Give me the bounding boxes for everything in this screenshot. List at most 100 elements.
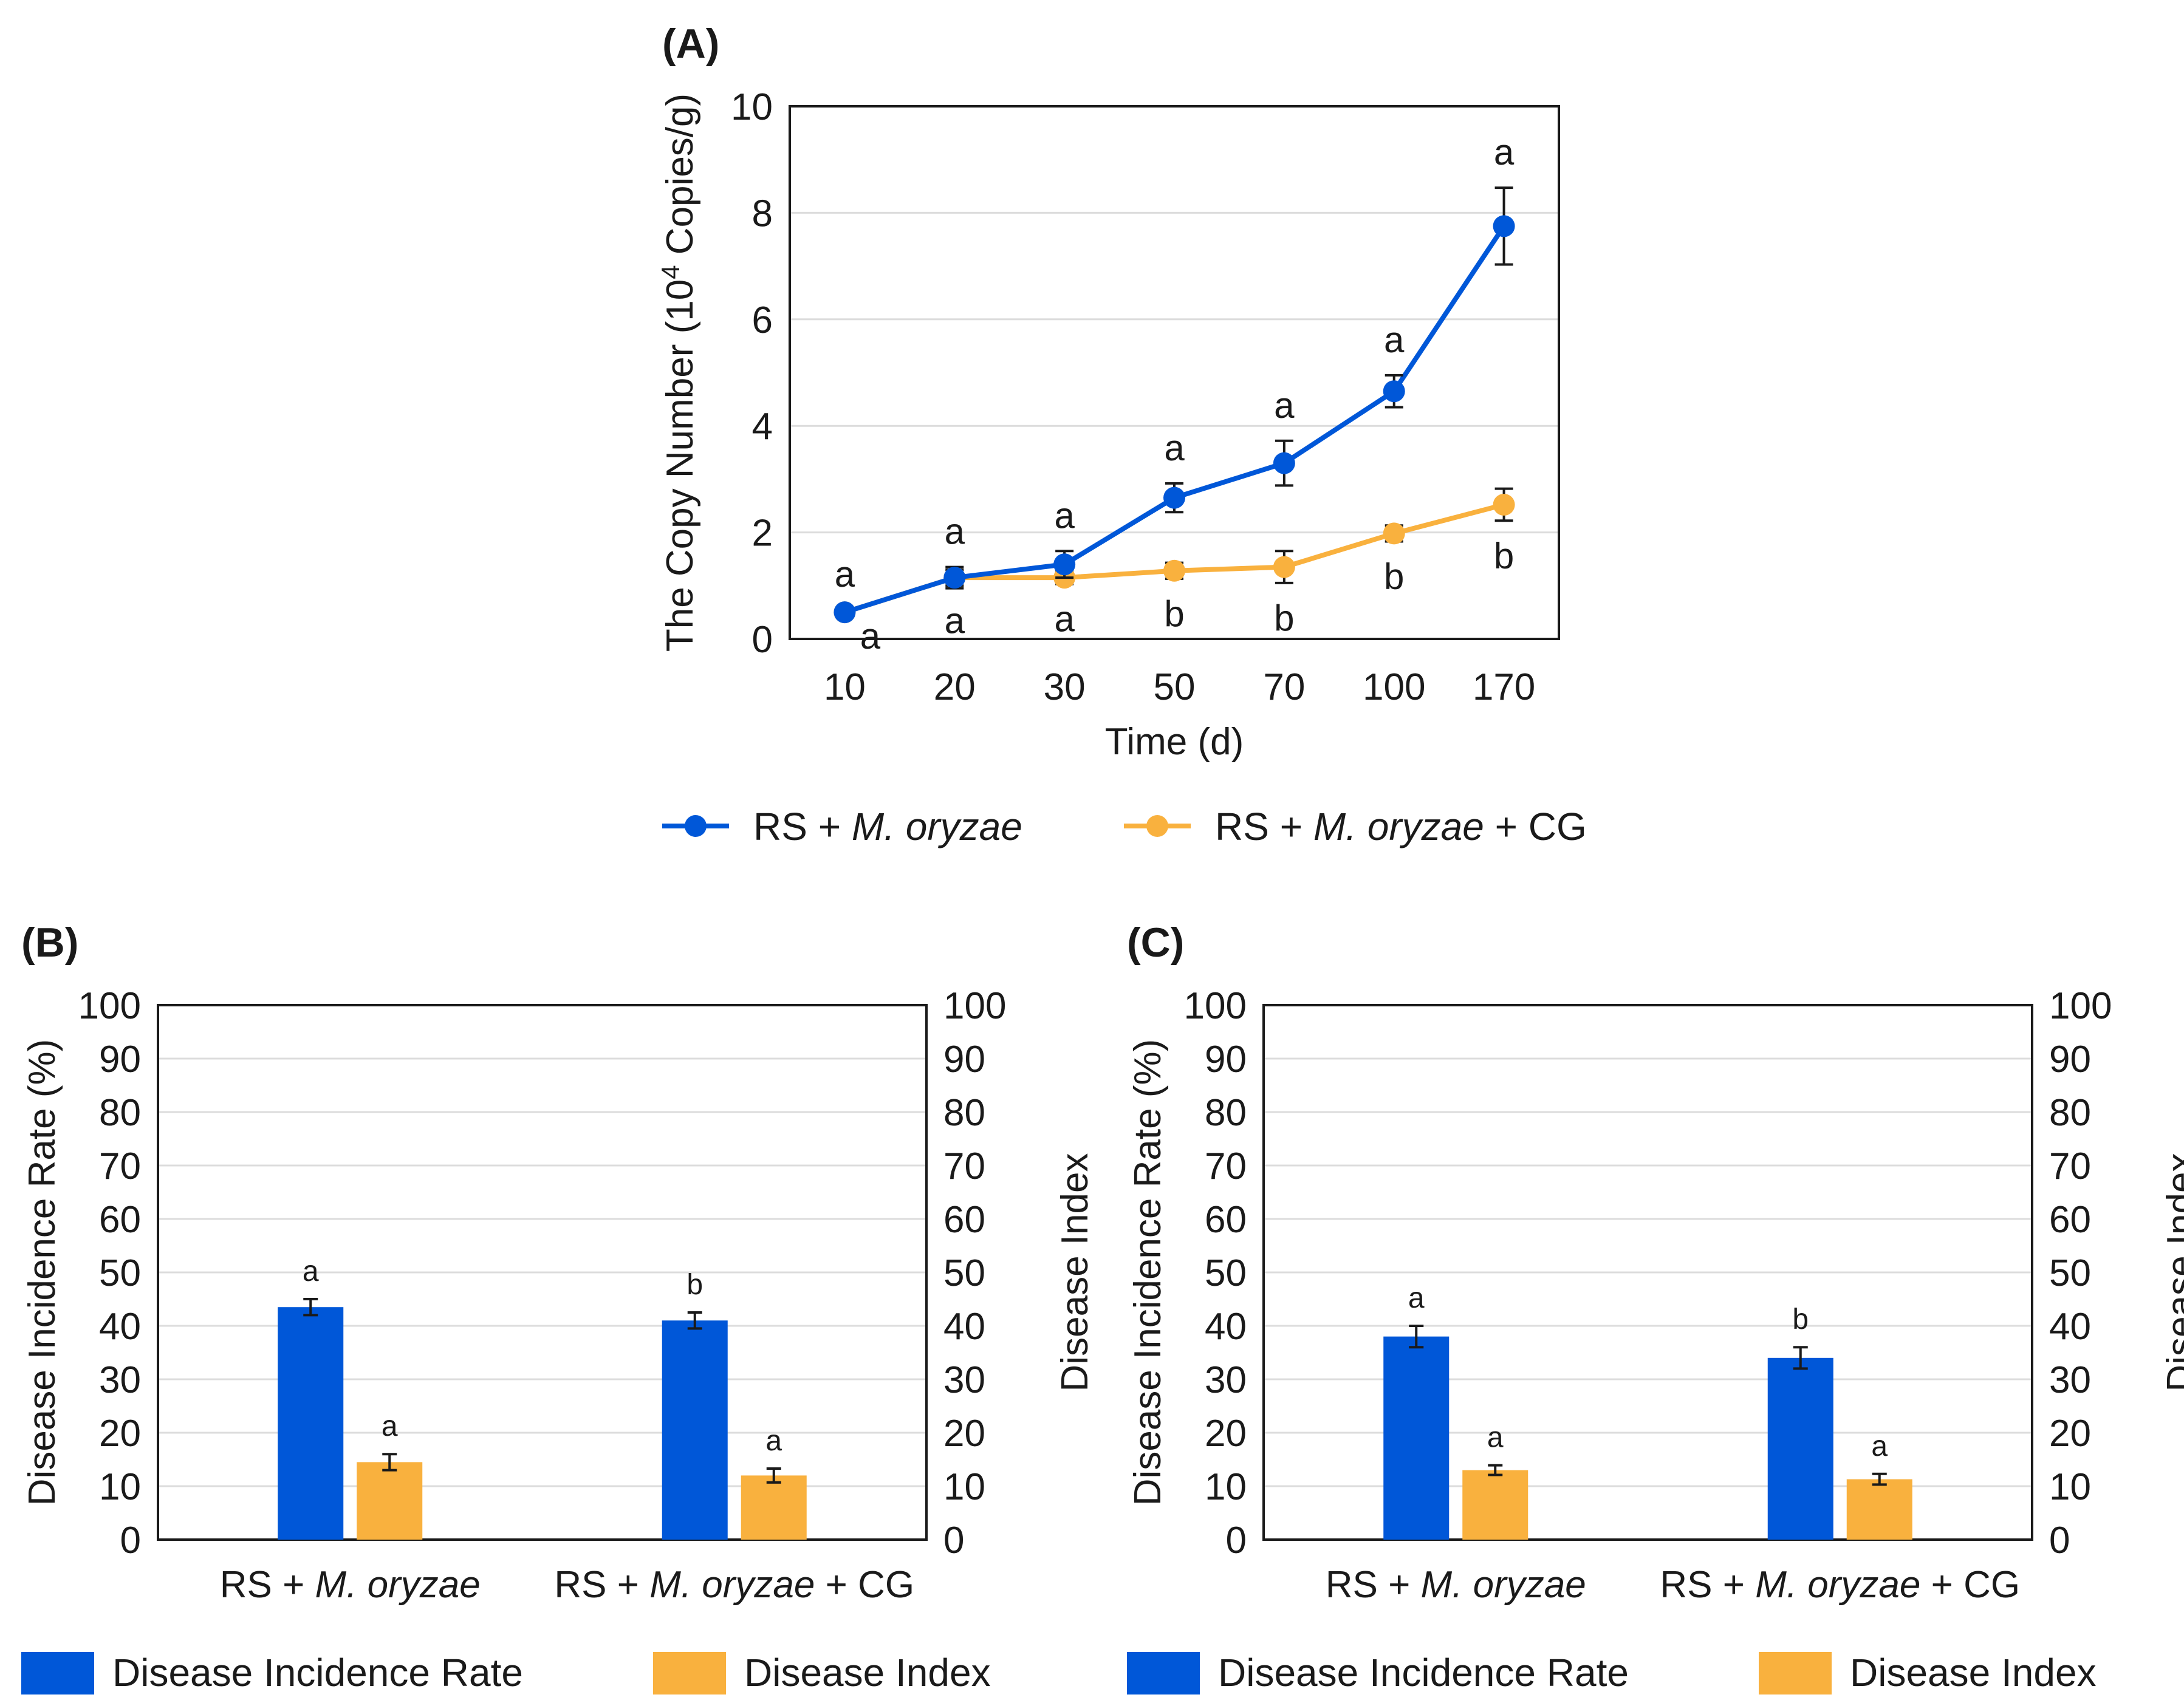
significance-letter: a [382,1410,398,1442]
legend-label: RS + M. oryzae + CG [1215,805,1587,848]
panel-label-b: (B) [21,920,78,966]
y-axis-title-right: Disease Index [2160,1153,2184,1392]
x-tick-label-species: M. oryzae [1755,1564,1920,1606]
legend-label-text: RS + [1215,805,1313,848]
bar-orange [1846,1479,1912,1540]
data-point-orange [1163,559,1185,582]
y-tick-label-right: 70 [2049,1145,2091,1187]
y-axis-title: The Copy Number (104 Copies/g) [656,94,701,652]
significance-letter: a [945,600,965,641]
data-point-blue [943,567,966,589]
x-tick-label: RS + M. oryzae + CG [554,1564,914,1606]
y-tick-label: 4 [752,406,773,448]
bar-orange [1462,1470,1528,1540]
y-tick-label-left: 20 [99,1413,141,1455]
x-tick-label: 170 [1473,666,1535,708]
y-tick-label-right: 10 [2049,1466,2091,1508]
significance-letter: a [1494,132,1515,172]
y-tick-label-right: 40 [943,1306,985,1348]
y-axis-title-left: Disease Incidence Rate (%) [21,1039,63,1506]
y-axis-title-prefix: The Copy Number (10 [659,279,701,652]
data-point-orange [1273,556,1295,578]
y-tick-label-right: 20 [2049,1413,2091,1455]
data-point-blue [1273,452,1295,474]
y-tick-label-left: 20 [1205,1413,1247,1455]
x-tick-label-tail: + CG [1920,1564,2020,1606]
significance-letter: b [1494,535,1514,576]
plot-frame-a [789,105,1560,640]
legend-label-species: M. oryzae [1313,805,1484,848]
y-tick-label-left: 40 [1205,1306,1247,1348]
legend-label-tail: + CG [1484,805,1587,848]
y-tick-label-right: 50 [2049,1252,2091,1294]
y-tick-label-left: 100 [1184,985,1247,1027]
significance-letter: a [1487,1422,1504,1454]
significance-letter: a [1054,495,1075,536]
y-tick-label-right: 10 [943,1466,985,1508]
y-tick-label-right: 40 [2049,1306,2091,1348]
y-tick-label-right: 30 [943,1359,985,1401]
significance-letter: a [1054,599,1075,640]
significance-letter: b [1792,1303,1809,1336]
bar-blue [278,1307,344,1540]
data-point-blue [1493,215,1515,237]
y-tick-label-left: 90 [1205,1039,1247,1080]
x-tick-label: 70 [1263,666,1305,708]
y-tick-label-right: 20 [943,1413,985,1455]
x-tick-label-text: RS + [1660,1564,1755,1606]
legend-swatch-blue [1127,1652,1200,1694]
y-tick-label-left: 80 [99,1092,141,1134]
y-axis-title-exponent: 4 [656,265,685,279]
x-tick-label-species: M. oryzae [1421,1564,1586,1606]
y-axis-title-right: Disease Index [1054,1153,1096,1392]
panel-label-c: (C) [1127,920,1184,966]
significance-letter: a [1384,319,1405,360]
legend-c: Disease Incidence Rate Disease Index [1127,1651,2097,1694]
x-tick-label-species: M. oryzae [649,1564,815,1606]
y-axis-title-suffix: Copies/g) [659,94,701,265]
y-tick-label-left: 10 [99,1466,141,1508]
data-point-orange [1493,493,1515,516]
y-tick-label: 0 [752,619,773,661]
y-tick-label: 8 [752,193,773,234]
y-tick-label-left: 30 [99,1359,141,1401]
significance-letter: a [835,554,855,595]
y-tick-label: 6 [752,299,773,341]
x-tick-label: RS + M. oryzae [220,1564,481,1606]
legend-a: RS + M. oryzae RS + M. oryzae + CG [662,805,1587,848]
legend-label: Disease Index [1850,1651,2097,1694]
legend-label-text: RS + [753,805,852,848]
series-line-blue [844,225,1506,615]
x-tick-label: 100 [1363,666,1425,708]
data-point-blue [1163,486,1185,509]
legend-label: Disease Incidence Rate [1218,1651,1629,1694]
significance-letter: a [1871,1430,1888,1462]
x-tick-label: 20 [934,666,976,708]
plot-frame-b [157,1004,928,1541]
y-tick-label-right: 90 [943,1039,985,1080]
legend-swatch-blue [21,1652,94,1694]
significance-letter: b [1274,598,1294,638]
significance-letter: a [765,1425,782,1457]
x-tick-label-tail: + CG [815,1564,914,1606]
x-tick-label: 50 [1154,666,1196,708]
y-tick-label-left: 50 [99,1252,141,1294]
panel-label-a: (A) [662,21,719,67]
legend-b: Disease Incidence Rate Disease Index [21,1651,991,1694]
x-axis-title: Time (d) [1105,721,1244,763]
legend-swatch-orange [653,1652,726,1694]
y-tick-label-left: 30 [1205,1359,1247,1401]
legend-marker-orange [1146,815,1168,837]
legend-label: Disease Incidence Rate [112,1651,523,1694]
y-tick-label-left: 0 [1226,1520,1247,1561]
x-tick-label-species: M. oryzae [315,1564,481,1606]
legend-marker-blue [685,815,707,837]
legend-label-species: M. oryzae [852,805,1022,848]
x-tick-label: 10 [824,666,866,708]
y-tick-label-left: 60 [99,1199,141,1241]
x-tick-label: RS + M. oryzae + CG [1660,1564,2020,1606]
y-tick-label-right: 100 [2049,985,2112,1027]
bar-blue [1767,1357,1833,1540]
significance-letter: a [303,1255,319,1288]
y-tick-label-right: 60 [2049,1199,2091,1241]
